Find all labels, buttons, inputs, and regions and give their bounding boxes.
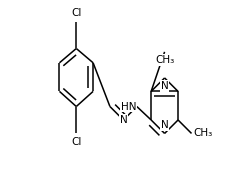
- Text: CH₃: CH₃: [155, 55, 174, 65]
- Text: Cl: Cl: [71, 8, 82, 18]
- Text: N: N: [161, 81, 168, 91]
- Text: CH₃: CH₃: [193, 128, 212, 139]
- Text: N: N: [120, 115, 127, 125]
- Text: HN: HN: [121, 102, 136, 111]
- Text: Cl: Cl: [71, 137, 82, 147]
- Text: N: N: [161, 120, 168, 130]
